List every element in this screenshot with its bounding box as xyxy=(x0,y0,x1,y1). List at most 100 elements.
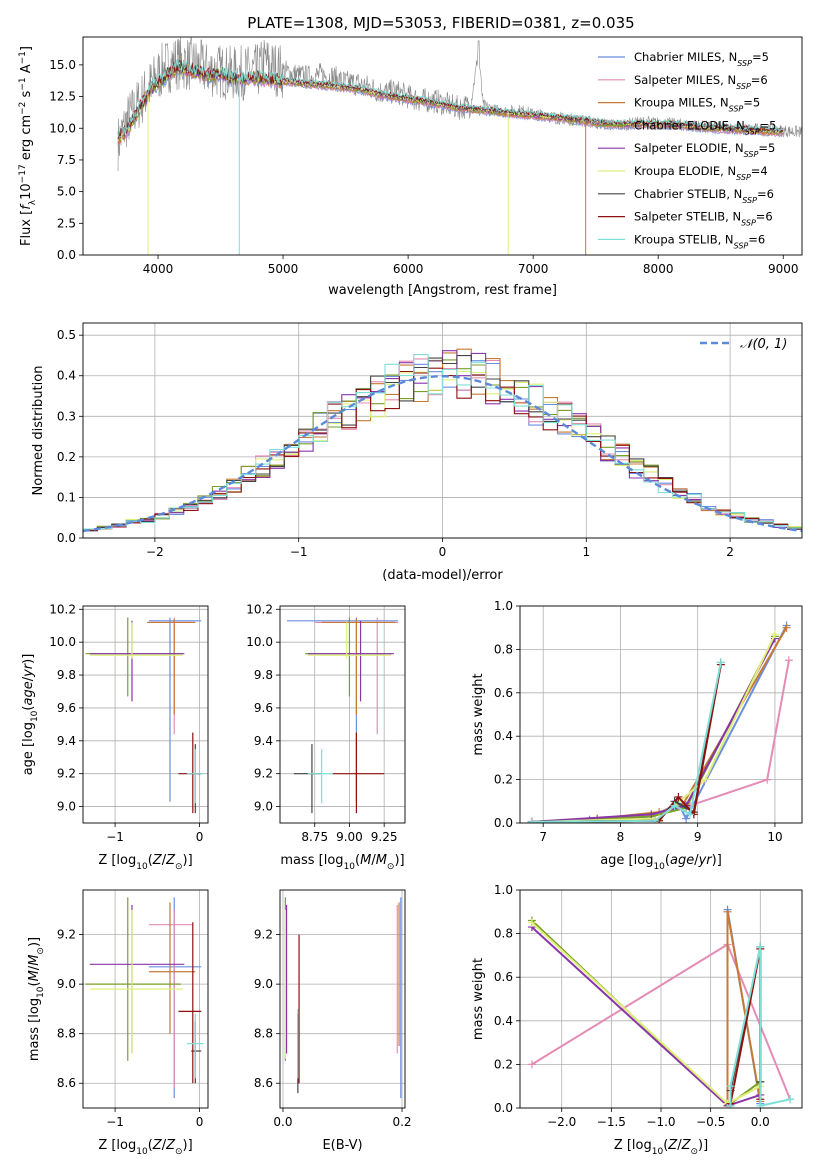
weight-marker xyxy=(527,918,536,927)
panel-age_vs_Z: −1 0 9.0 9.2 9.4 9.6 9.8 10.0 10.2 Z [log10(Z/Z⊙)… xyxy=(21,602,209,872)
y-tick-label: 9.4 xyxy=(254,734,273,748)
legend: Chabrier MILES, NSSP=5 Salpeter MILES, NS… xyxy=(598,50,776,250)
y-tick-label: 0.0 xyxy=(57,248,76,262)
x-tick-label: −1.0 xyxy=(646,1115,675,1129)
x-tick-label: 0.2 xyxy=(392,1115,411,1129)
x-axis-label: wavelength [Angstrom, rest frame] xyxy=(328,283,557,298)
x-axis-label: mass [log10(M/M⊙)] xyxy=(280,853,404,872)
y-tick-label: 9.6 xyxy=(57,701,76,715)
y-tick-label: 12.5 xyxy=(49,90,76,104)
y-tick-label: 7.5 xyxy=(57,153,76,167)
weight-line-kroupa-elodie xyxy=(531,921,761,1105)
weight-line-kroupa-elodie xyxy=(531,633,776,823)
legend-entry: Kroupa STELIB, NSSP=6 xyxy=(634,232,765,250)
axes-frame xyxy=(82,322,803,539)
x-tick-label: 0 xyxy=(439,545,447,559)
plot-area-spectrum xyxy=(117,37,802,255)
legend-entry: Chabrier MILES, NSSP=5 xyxy=(634,50,769,68)
plot-area-age_vs_Z xyxy=(85,617,204,814)
legend-entry: 𝒩(0, 1) xyxy=(740,337,787,352)
weight-marker xyxy=(770,630,779,639)
x-tick-label: 5000 xyxy=(268,262,299,276)
y-tick-label: 9.0 xyxy=(254,977,273,991)
axes-frame xyxy=(279,605,406,824)
plot-area-mass_vs_EBV xyxy=(284,897,402,1099)
y-axis-label: mass [log10(M/M⊙)] xyxy=(27,937,46,1061)
panel-weight_vs_Z: −2.0 −1.5 −1.0 −0.5 0.0 0.0 0.2 0.4 0.6 0.8 1.0 Z [… xyxy=(471,883,803,1157)
x-tick-label: 0 xyxy=(196,1115,204,1129)
y-tick-label: 8.6 xyxy=(57,1076,76,1090)
x-tick-label: 7 xyxy=(539,830,547,844)
legend-entry: Kroupa ELODIE, NSSP=4 xyxy=(634,164,768,182)
x-axis-label: E(B-V) xyxy=(322,1138,362,1153)
y-tick-label: 0.4 xyxy=(57,369,76,383)
legend-entry: Salpeter MILES, NSSP=6 xyxy=(634,73,768,91)
weight-marker xyxy=(726,1101,735,1108)
y-axis-label: Normed distribution xyxy=(31,366,46,496)
y-tick-label: 9.0 xyxy=(254,800,273,814)
y-tick-label: 8.8 xyxy=(254,1027,273,1041)
panel-spectrum: 4000 5000 6000 7000 8000 9000 0.0 2.5 5.0 7.5 10.0… xyxy=(18,36,803,298)
weight-marker xyxy=(716,658,725,667)
x-tick-label: 0 xyxy=(196,830,204,844)
model-spectrum-salpeter-stelib xyxy=(117,59,784,139)
weight-marker xyxy=(782,623,791,632)
panel-weight_vs_age: 7 8 9 10 0.0 0.2 0.4 0.6 0.8 1.0 age [log10(age/yr… xyxy=(471,599,803,872)
legend-entry: Chabrier STELIB, NSSP=6 xyxy=(634,187,774,205)
legend-entry: Chabrier ELODIE, NSSP=5 xyxy=(634,118,776,136)
histogram-kroupa-stelib xyxy=(83,354,802,533)
y-tick-label: 9.8 xyxy=(254,668,273,682)
x-tick-label: 9.25 xyxy=(371,830,398,844)
axes-frame xyxy=(82,605,209,824)
legend-entry: Salpeter ELODIE, NSSP=5 xyxy=(634,141,775,159)
weight-marker xyxy=(647,810,656,819)
y-tick-label: 1.0 xyxy=(494,883,513,897)
y-axis-label: mass weight xyxy=(471,673,486,755)
y-tick-label: 1.0 xyxy=(494,599,513,613)
axes-frame xyxy=(82,889,209,1109)
weight-marker xyxy=(763,775,772,784)
weight-line-chabrier-miles xyxy=(531,625,788,823)
plot-area-residuals xyxy=(83,348,802,534)
weight-marker xyxy=(685,810,694,819)
x-tick-label: 4000 xyxy=(143,262,174,276)
y-tick-label: 0.0 xyxy=(494,1101,513,1115)
y-tick-label: 10.2 xyxy=(49,602,76,616)
weight-marker xyxy=(786,1095,795,1104)
gaussian-curve xyxy=(83,374,802,533)
x-tick-label: −1 xyxy=(106,1115,124,1129)
y-tick-label: 10.2 xyxy=(246,602,273,616)
x-tick-label: −2.0 xyxy=(547,1115,576,1129)
panel-age_vs_mass: 8.75 9.00 9.25 9.0 9.2 9.4 9.6 9.8 10.0 10.2 mass … xyxy=(246,602,406,872)
panel-residuals: −2 −1 0 1 2 0.0 0.1 0.2 0.3 0.4 0.5 (data-model)/er… xyxy=(31,322,803,583)
figure-title: PLATE=1308, MJD=53053, FIBERID=0381, z=0… xyxy=(247,14,634,32)
y-tick-label: 0.4 xyxy=(494,1014,513,1028)
y-tick-label: 9.2 xyxy=(57,767,76,781)
y-tick-label: 9.2 xyxy=(254,767,273,781)
y-tick-label: 0.2 xyxy=(494,1057,513,1071)
weight-line-salpeter-elodie xyxy=(531,638,776,823)
x-tick-label: −1 xyxy=(290,545,308,559)
weight-marker xyxy=(784,656,793,665)
y-tick-label: 9.6 xyxy=(254,701,273,715)
y-axis-label: age [log10(age/yr)] xyxy=(21,654,40,776)
x-tick-label: 2 xyxy=(726,545,734,559)
y-tick-label: 0.1 xyxy=(57,490,76,504)
x-axis-label: Z [log10(Z/Z⊙)] xyxy=(98,853,192,872)
x-tick-label: 0.0 xyxy=(751,1115,770,1129)
y-tick-label: 0.2 xyxy=(494,773,513,787)
weight-marker xyxy=(756,942,765,951)
x-tick-label: 9 xyxy=(694,830,702,844)
y-tick-label: 10.0 xyxy=(49,635,76,649)
axes-frame xyxy=(82,36,803,256)
x-tick-label: −0.5 xyxy=(696,1115,725,1129)
axes-frame xyxy=(519,889,803,1109)
axes-frame xyxy=(519,605,803,824)
plot-area-mass_vs_Z xyxy=(85,897,204,1099)
weight-marker xyxy=(527,1060,536,1069)
y-axis-label: Flux [fλ10−17 erg cm−2 s−1 A−1] xyxy=(18,46,38,246)
y-tick-label: 0.4 xyxy=(494,729,513,743)
weight-marker xyxy=(670,801,679,810)
panel-mass_vs_Z: −1 0 8.6 8.8 9.0 9.2 Z [log10(Z/Z⊙)] mass [log1… xyxy=(27,889,209,1157)
